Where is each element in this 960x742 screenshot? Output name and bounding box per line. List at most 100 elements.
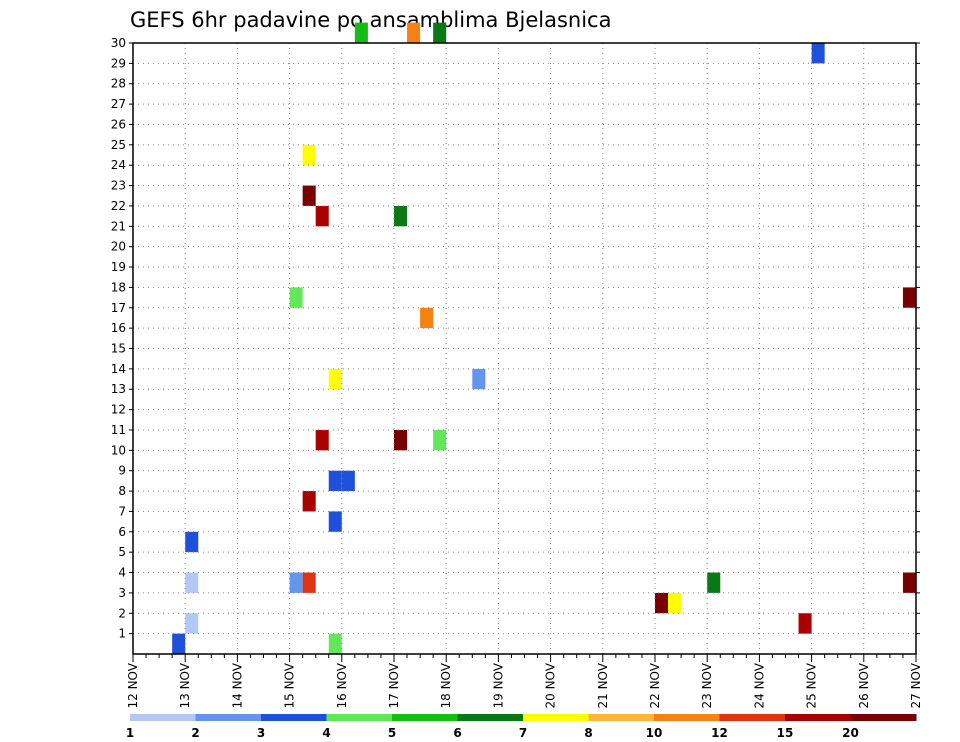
precip-cell-25 xyxy=(655,592,669,614)
precip-cell-29 xyxy=(902,572,916,593)
precip-cell-8 xyxy=(328,511,342,532)
y-tick-label-6: 6 xyxy=(118,525,126,539)
precip-cell-2 xyxy=(185,613,199,634)
y-tick-label-1: 1 xyxy=(118,627,126,641)
y-tick-label-3: 3 xyxy=(118,586,126,600)
x-tick-label-9: 21 NOV xyxy=(596,662,610,708)
y-tick-label-29: 29 xyxy=(111,56,126,70)
precip-cell-6 xyxy=(185,531,199,553)
y-tick-label-4: 4 xyxy=(118,566,126,580)
colorbar-swatch-5 xyxy=(457,714,524,721)
chart-title: GEFS 6hr padavine po ansamblima Bjelasni… xyxy=(130,8,611,32)
precip-cell-7 xyxy=(302,491,316,512)
precip-cell-12 xyxy=(394,429,408,451)
precip-cell-17 xyxy=(420,307,434,329)
precip-cell-27 xyxy=(707,572,721,593)
x-tick-label-3: 15 NOV xyxy=(283,662,297,708)
colorbar-label-1: 2 xyxy=(191,726,199,740)
precip-cell-9 xyxy=(328,470,342,492)
precip-cell-21 xyxy=(302,144,316,166)
x-tick-label-5: 17 NOV xyxy=(387,662,401,708)
y-tick-label-8: 8 xyxy=(118,484,126,498)
precip-cell-24 xyxy=(433,22,447,43)
x-tick-label-4: 16 NOV xyxy=(335,662,349,708)
x-tick-label-0: 12 NOV xyxy=(126,662,140,708)
y-tick-label-25: 25 xyxy=(111,138,126,152)
y-tick-label-7: 7 xyxy=(118,504,126,518)
colorbar-label-6: 7 xyxy=(519,726,527,740)
colorbar-label-5: 6 xyxy=(453,726,461,740)
x-tick-label-11: 23 NOV xyxy=(700,662,714,708)
y-tick-label-2: 2 xyxy=(118,606,126,620)
colorbar-swatch-3 xyxy=(326,714,393,721)
x-tick-label-8: 20 NOV xyxy=(544,662,558,708)
precip-cell-0 xyxy=(172,633,186,654)
grid-lines xyxy=(133,43,916,654)
colorbar-label-0: 1 xyxy=(126,726,134,740)
precip-cell-14 xyxy=(328,368,342,390)
precip-cell-30 xyxy=(902,287,916,308)
y-tick-label-19: 19 xyxy=(111,260,126,274)
x-tick-label-10: 22 NOV xyxy=(648,662,662,708)
precip-cell-4 xyxy=(289,572,303,593)
y-tick-label-30: 30 xyxy=(111,36,126,50)
y-tick-label-21: 21 xyxy=(111,219,126,233)
y-tick-label-28: 28 xyxy=(111,77,126,91)
x-axis: 12 NOV 13 NOV 14 NOV 15 NOV 16 NOV 17 NOV 18 N… xyxy=(126,654,923,709)
x-tick-label-6: 18 NOV xyxy=(439,662,453,708)
colorbar-swatch-6 xyxy=(523,714,589,721)
colorbar-label-4: 5 xyxy=(388,726,396,740)
precip-cell-28 xyxy=(798,613,812,634)
precip-cell-22 xyxy=(354,22,368,43)
colorbar-swatch-9 xyxy=(719,714,786,721)
precip-cell-23 xyxy=(407,22,421,43)
y-tick-label-17: 17 xyxy=(111,301,126,315)
colorbar-swatch-11 xyxy=(850,714,917,721)
precip-cell-15 xyxy=(472,368,486,390)
precip-cell-18 xyxy=(315,205,329,227)
precip-cell-19 xyxy=(394,205,408,227)
y-tick-label-15: 15 xyxy=(111,342,126,356)
y-tick-label-5: 5 xyxy=(118,545,126,559)
x-tick-label-1: 13 NOV xyxy=(178,662,192,708)
colorbar-label-3: 4 xyxy=(322,726,330,740)
precip-cell-16 xyxy=(289,287,303,308)
precip-cell-11 xyxy=(315,429,329,451)
y-tick-label-13: 13 xyxy=(111,382,126,396)
y-tick-label-9: 9 xyxy=(118,464,126,478)
y-tick-label-12: 12 xyxy=(111,403,126,417)
y-tick-label-14: 14 xyxy=(111,362,126,376)
y-tick-label-27: 27 xyxy=(111,97,126,111)
x-tick-label-15: 27 NOV xyxy=(909,662,923,708)
x-tick-label-7: 19 NOV xyxy=(491,662,505,708)
precip-cell-13 xyxy=(433,429,447,451)
precip-cell-1 xyxy=(328,633,342,654)
y-tick-label-26: 26 xyxy=(111,117,126,131)
precip-cell-5 xyxy=(302,572,316,593)
y-tick-label-11: 11 xyxy=(111,423,126,437)
x-tick-label-13: 25 NOV xyxy=(805,662,819,708)
y-axis: 1234567891011121314151617181920212223242… xyxy=(111,36,920,641)
colorbar-swatch-0 xyxy=(130,714,196,721)
x-tick-label-2: 14 NOV xyxy=(230,662,244,708)
precip-cell-26 xyxy=(668,592,682,614)
y-tick-label-23: 23 xyxy=(111,179,126,193)
precip-cell-3 xyxy=(185,572,199,593)
colorbar-label-9: 12 xyxy=(711,726,728,740)
colorbar: 1 2 3 4 5 6 7 8 10 12 15 20 xyxy=(126,714,917,740)
y-tick-label-20: 20 xyxy=(111,240,126,254)
colorbar-label-8: 10 xyxy=(646,726,663,740)
colorbar-swatch-7 xyxy=(588,714,655,721)
colorbar-swatch-10 xyxy=(785,714,851,721)
precip-cells xyxy=(172,22,916,654)
precip-cell-20 xyxy=(302,185,316,206)
y-tick-label-24: 24 xyxy=(111,158,126,172)
colorbar-label-2: 3 xyxy=(257,726,265,740)
precip-cell-10 xyxy=(341,470,355,492)
x-tick-label-12: 24 NOV xyxy=(752,662,766,708)
colorbar-swatch-2 xyxy=(261,714,327,721)
colorbar-label-7: 8 xyxy=(584,726,592,740)
x-tick-label-14: 26 NOV xyxy=(857,662,871,708)
y-tick-label-22: 22 xyxy=(111,199,126,213)
